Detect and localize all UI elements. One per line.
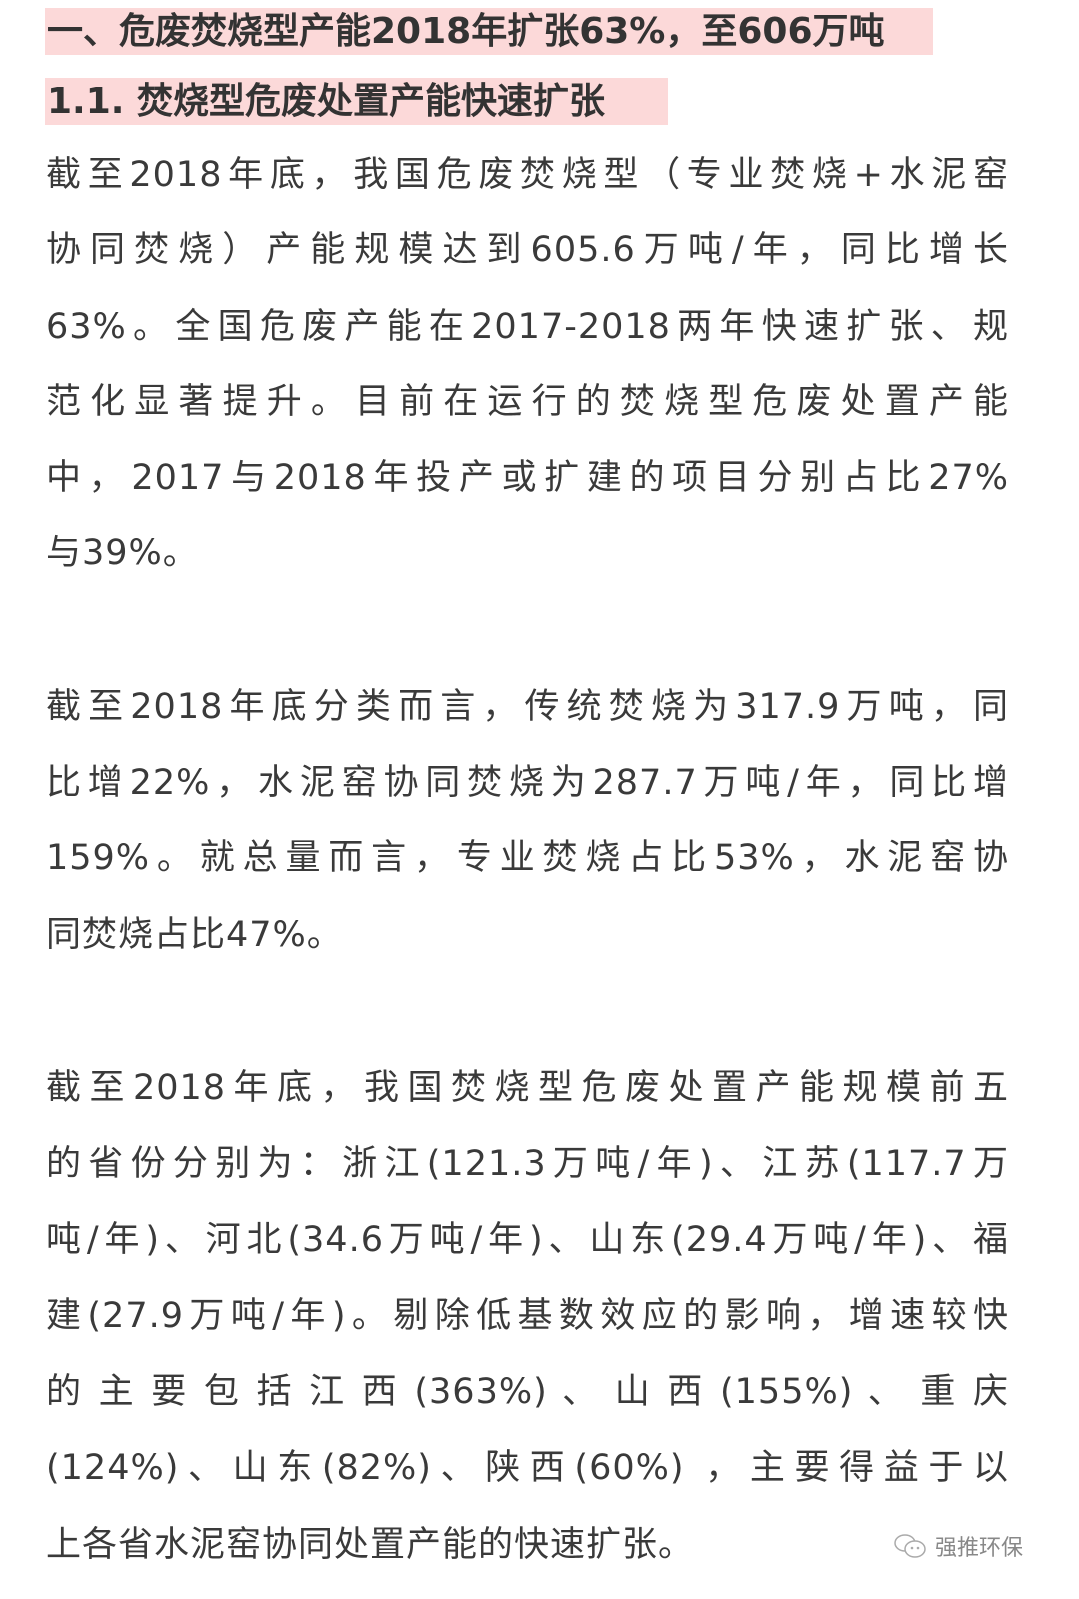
paragraph-line: (124%)、山东(82%)、陕西(60%) ，主要得益于以 xyxy=(46,1448,1009,1488)
paragraph-line: 范化显著提升。目前在运行的焚烧型危废处置产能 xyxy=(46,382,1009,422)
paragraph-line: 截至2018年底，我国危废焚烧型（专业焚烧+水泥窑 xyxy=(46,155,1009,195)
wechat-icon xyxy=(894,1534,926,1558)
paragraph-line: 的省份分别为：浙江(121.3万吨/年)、江苏(117.7万 xyxy=(46,1144,1009,1184)
watermark: 强推环保 xyxy=(893,1530,1023,1562)
paragraph-line: 与39%。 xyxy=(46,533,199,573)
paragraph-line: 中，2017与2018年投产或扩建的项目分别占比27% xyxy=(46,458,1009,498)
paragraph-line: 的 主 要 包 括 江 西 (363%) 、 山 西 (155%) 、 重 庆 xyxy=(46,1372,1009,1412)
paragraph-line: 截至2018年底分类而言，传统焚烧为317.9万吨，同 xyxy=(46,687,1009,727)
section-heading: 一、危废焚烧型产能2018年扩张63%，至606万吨 xyxy=(45,8,933,55)
paragraph-line: 63%。全国危废产能在2017-2018两年快速扩张、规 xyxy=(46,307,1009,347)
paragraph-line: 比增22%，水泥窑协同焚烧为287.7万吨/年，同比增 xyxy=(46,763,1009,803)
paragraph-line: 上各省水泥窑协同处置产能的快速扩张。 xyxy=(46,1525,695,1565)
paragraph-line: 协同焚烧）产能规模达到605.6万吨/年，同比增长 xyxy=(46,230,1009,270)
paragraph-line: 同焚烧占比47%。 xyxy=(46,915,343,955)
paragraph-line: 建(27.9万吨/年)。剔除低基数效应的影响，增速较快 xyxy=(46,1296,1009,1336)
paragraph-line: 吨/年)、河北(34.6万吨/年)、山东(29.4万吨/年)、福 xyxy=(46,1220,1009,1260)
watermark-text: 强推环保 xyxy=(935,1536,1024,1561)
subsection-heading: 1.1. 焚烧型危废处置产能快速扩张 xyxy=(45,78,668,125)
paragraph-line: 159%。就总量而言，专业焚烧占比53%，水泥窑协 xyxy=(46,838,1009,878)
paragraph-line: 截至2018年底，我国焚烧型危废处置产能规模前五 xyxy=(46,1068,1009,1108)
